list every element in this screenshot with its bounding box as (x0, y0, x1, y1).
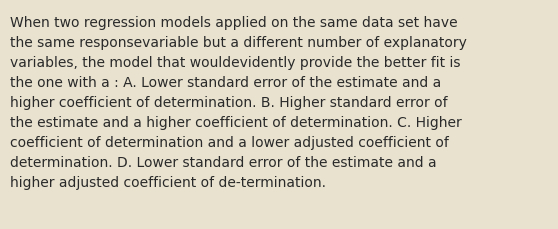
Text: When two regression models applied on the same data set have
the same responseva: When two regression models applied on th… (10, 16, 467, 190)
